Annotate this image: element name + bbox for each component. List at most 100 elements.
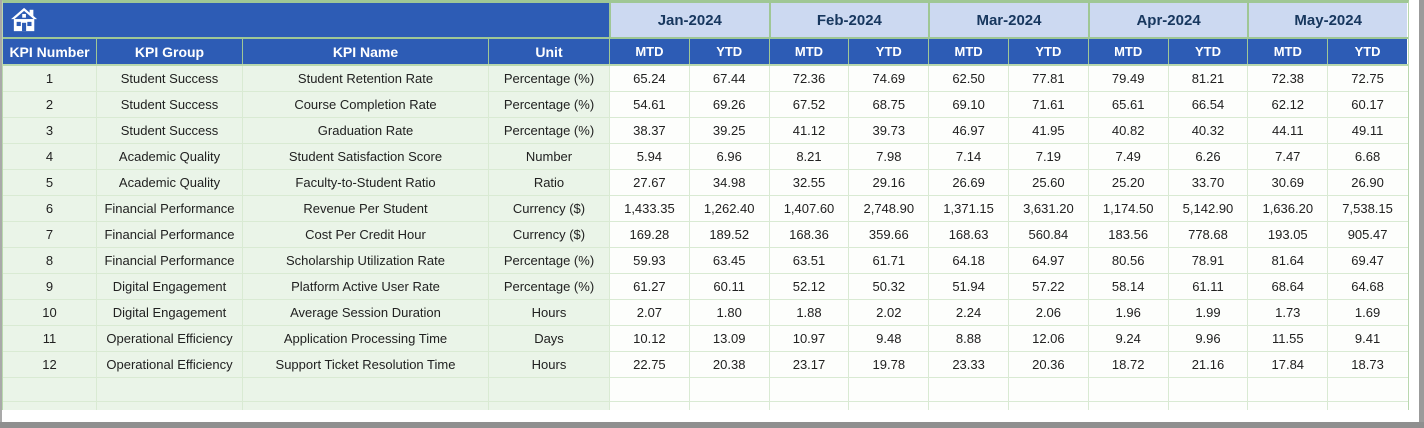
cell-unit[interactable]: Days [488, 326, 609, 351]
cell-value[interactable]: 1.69 [1327, 300, 1407, 325]
cell-value[interactable]: 1,433.35 [609, 196, 689, 221]
cell-value[interactable]: 61.27 [609, 274, 689, 299]
cell-value[interactable]: 62.50 [928, 66, 1008, 91]
cell-kpi-number[interactable]: 2 [3, 92, 96, 117]
cell-value[interactable]: 41.12 [768, 118, 849, 143]
cell-kpi-name[interactable]: Scholarship Utilization Rate [242, 248, 488, 273]
cell-value[interactable]: 22.75 [609, 352, 689, 377]
cell-unit[interactable]: Percentage (%) [488, 274, 609, 299]
cell-value[interactable]: 1.96 [1087, 300, 1168, 325]
month-header-may-2024[interactable]: May-2024 [1247, 3, 1407, 37]
cell-kpi-group[interactable]: Digital Engagement [96, 300, 242, 325]
col-header-unit[interactable]: Unit [488, 39, 609, 64]
cell-value[interactable]: 50.32 [848, 274, 929, 299]
cell-unit[interactable]: Hours [488, 300, 609, 325]
cell-value[interactable]: 25.60 [1007, 170, 1088, 195]
empty-cell[interactable] [928, 378, 1008, 401]
cell-value[interactable]: 69.26 [688, 92, 769, 117]
subheader-apr-2024-mtd[interactable]: MTD [1087, 39, 1168, 64]
cell-value[interactable]: 6.26 [1167, 144, 1248, 169]
cell-kpi-name[interactable]: Support Ticket Resolution Time [242, 352, 488, 377]
subheader-mar-2024-ytd[interactable]: YTD [1007, 39, 1088, 64]
cell-value[interactable]: 59.93 [609, 248, 689, 273]
cell-value[interactable]: 78.91 [1167, 248, 1248, 273]
cell-value[interactable]: 19.78 [848, 352, 929, 377]
cell-kpi-number[interactable]: 11 [3, 326, 96, 351]
cell-value[interactable]: 1,174.50 [1087, 196, 1168, 221]
month-header-mar-2024[interactable]: Mar-2024 [928, 3, 1088, 37]
cell-unit[interactable]: Currency ($) [488, 196, 609, 221]
cell-value[interactable]: 2,748.90 [848, 196, 929, 221]
empty-cell[interactable] [1007, 378, 1088, 401]
cell-value[interactable]: 81.64 [1247, 248, 1328, 273]
cell-kpi-number[interactable]: 5 [3, 170, 96, 195]
cell-value[interactable]: 41.95 [1007, 118, 1088, 143]
cell-value[interactable]: 1.88 [768, 300, 849, 325]
cell-value[interactable]: 61.71 [848, 248, 929, 273]
cell-value[interactable]: 6.68 [1327, 144, 1407, 169]
cell-kpi-group[interactable]: Digital Engagement [96, 274, 242, 299]
cell-value[interactable]: 44.11 [1247, 118, 1328, 143]
cell-kpi-group[interactable]: Financial Performance [96, 196, 242, 221]
subheader-may-2024-ytd[interactable]: YTD [1327, 39, 1407, 64]
cell-unit[interactable]: Percentage (%) [488, 248, 609, 273]
cell-value[interactable]: 11.55 [1247, 326, 1328, 351]
cell-value[interactable]: 905.47 [1327, 222, 1407, 247]
cell-value[interactable]: 25.20 [1087, 170, 1168, 195]
empty-cell[interactable] [3, 378, 96, 401]
subheader-may-2024-mtd[interactable]: MTD [1247, 39, 1328, 64]
cell-value[interactable]: 2.02 [848, 300, 929, 325]
month-header-feb-2024[interactable]: Feb-2024 [768, 3, 929, 37]
cell-value[interactable]: 7.49 [1087, 144, 1168, 169]
cell-kpi-number[interactable]: 1 [3, 66, 96, 91]
cell-value[interactable]: 10.12 [609, 326, 689, 351]
cell-value[interactable]: 169.28 [609, 222, 689, 247]
cell-unit[interactable]: Currency ($) [488, 222, 609, 247]
empty-cell[interactable] [96, 378, 242, 401]
col-header-kpi-name[interactable]: KPI Name [242, 39, 488, 64]
empty-cell[interactable] [688, 378, 769, 401]
cell-value[interactable]: 168.36 [768, 222, 849, 247]
cell-value[interactable]: 66.54 [1167, 92, 1248, 117]
cell-value[interactable]: 23.17 [768, 352, 849, 377]
cell-value[interactable]: 74.69 [848, 66, 929, 91]
cell-kpi-name[interactable]: Cost Per Credit Hour [242, 222, 488, 247]
cell-value[interactable]: 20.38 [688, 352, 769, 377]
cell-unit[interactable]: Number [488, 144, 609, 169]
subheader-mar-2024-mtd[interactable]: MTD [928, 39, 1008, 64]
cell-kpi-number[interactable]: 7 [3, 222, 96, 247]
empty-cell[interactable] [1167, 378, 1248, 401]
cell-value[interactable]: 72.75 [1327, 66, 1407, 91]
cell-value[interactable]: 29.16 [848, 170, 929, 195]
cell-value[interactable]: 1,371.15 [928, 196, 1008, 221]
cell-value[interactable]: 81.21 [1167, 66, 1248, 91]
cell-value[interactable]: 65.24 [609, 66, 689, 91]
empty-cell[interactable] [1087, 378, 1168, 401]
cell-value[interactable]: 69.10 [928, 92, 1008, 117]
cell-kpi-group[interactable]: Student Success [96, 66, 242, 91]
cell-kpi-name[interactable]: Faculty-to-Student Ratio [242, 170, 488, 195]
cell-value[interactable]: 18.72 [1087, 352, 1168, 377]
cell-value[interactable]: 2.06 [1007, 300, 1088, 325]
cell-kpi-name[interactable]: Course Completion Rate [242, 92, 488, 117]
cell-kpi-name[interactable]: Graduation Rate [242, 118, 488, 143]
cell-kpi-name[interactable]: Platform Active User Rate [242, 274, 488, 299]
cell-value[interactable]: 57.22 [1007, 274, 1088, 299]
cell-value[interactable]: 189.52 [688, 222, 769, 247]
cell-value[interactable]: 1.99 [1167, 300, 1248, 325]
cell-value[interactable]: 67.52 [768, 92, 849, 117]
subheader-jan-2024-ytd[interactable]: YTD [688, 39, 769, 64]
cell-kpi-number[interactable]: 12 [3, 352, 96, 377]
cell-value[interactable]: 20.36 [1007, 352, 1088, 377]
col-header-kpi-number[interactable]: KPI Number [3, 39, 96, 64]
cell-value[interactable]: 2.24 [928, 300, 1008, 325]
subheader-feb-2024-ytd[interactable]: YTD [848, 39, 929, 64]
cell-kpi-number[interactable]: 4 [3, 144, 96, 169]
cell-kpi-name[interactable]: Application Processing Time [242, 326, 488, 351]
cell-value[interactable]: 39.25 [688, 118, 769, 143]
cell-value[interactable]: 23.33 [928, 352, 1008, 377]
cell-value[interactable]: 80.56 [1087, 248, 1168, 273]
subheader-feb-2024-mtd[interactable]: MTD [768, 39, 849, 64]
cell-unit[interactable]: Percentage (%) [488, 118, 609, 143]
cell-value[interactable]: 54.61 [609, 92, 689, 117]
